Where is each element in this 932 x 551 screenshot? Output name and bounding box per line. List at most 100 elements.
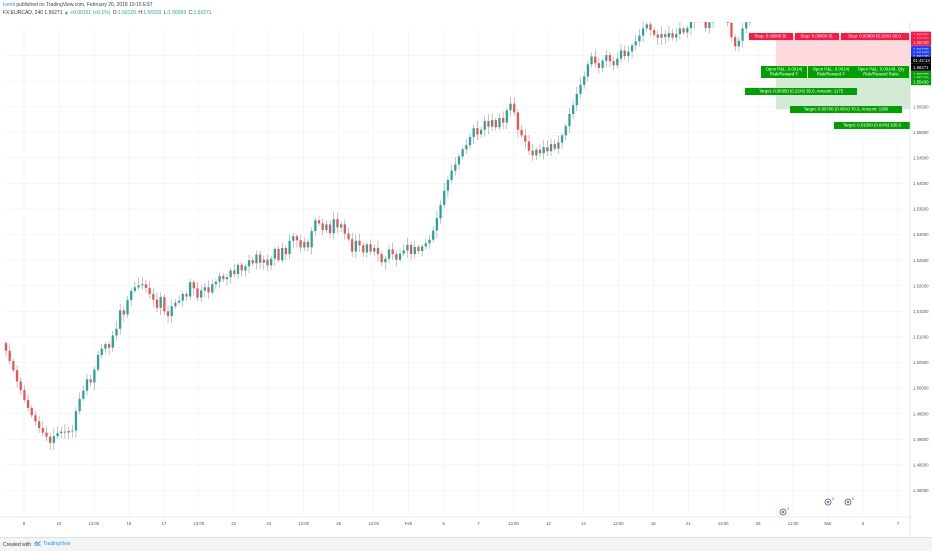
- y-tick-label: 1.48000: [913, 488, 929, 493]
- target-label-text: Target: 0.00350 (0.22%) 35.0, Amount: 11…: [759, 88, 844, 93]
- x-tick-label: 10: [57, 521, 62, 526]
- stop-zone: [776, 36, 910, 68]
- candle-body: [93, 370, 95, 383]
- candle-body: [263, 260, 265, 263]
- candle-body: [241, 265, 243, 271]
- candle-body: [75, 411, 77, 430]
- candle-body: [71, 431, 73, 432]
- candle-body: [336, 219, 338, 227]
- y-tick-label: 1.54500: [913, 155, 929, 160]
- candle-body: [90, 379, 92, 382]
- candle-body: [244, 266, 246, 270]
- candle-body: [145, 284, 147, 288]
- y-tick-label: 1.55500: [913, 104, 929, 109]
- open-value: 1.56120: [118, 10, 136, 16]
- y-tick-label: 1.55000: [913, 130, 929, 135]
- x-tick-label: 15: [126, 521, 131, 526]
- y-tick-label: 1.52500: [913, 258, 929, 263]
- x-tick-label: 13:00: [613, 521, 624, 526]
- candle-body: [601, 61, 603, 68]
- candle-body: [56, 433, 58, 436]
- candle-body: [23, 390, 25, 400]
- candle-body: [554, 144, 556, 149]
- brand-link[interactable]: TradingView: [34, 541, 71, 547]
- stop-label-text: Stop: 0.00900 (0.: [801, 33, 834, 38]
- candle-body: [340, 224, 342, 227]
- candle-body: [730, 23, 732, 37]
- price-change: +0.00151 (+0.1%): [70, 10, 110, 16]
- up-arrow-icon: ▲: [64, 10, 69, 16]
- candle-body: [97, 355, 99, 370]
- candle-body: [233, 270, 235, 274]
- candle-body: [679, 28, 681, 34]
- candle-body: [178, 301, 180, 303]
- candle-body: [16, 370, 18, 381]
- candle-body: [392, 249, 394, 254]
- candle-body: [377, 248, 379, 254]
- candle-body: [690, 22, 692, 28]
- candle-body: [31, 408, 33, 415]
- candle-body: [126, 300, 128, 314]
- candle-body: [82, 391, 84, 399]
- candle-body: [148, 288, 150, 294]
- candle-body: [414, 247, 416, 254]
- candle-body: [358, 241, 360, 246]
- candle-body: [255, 255, 257, 264]
- y-tick-label: 1.53000: [913, 232, 929, 237]
- high-value: 1.56333: [143, 10, 161, 16]
- candle-body: [137, 285, 139, 287]
- chart-area[interactable]: Stop: 0.00900 (0.Stop: 0.00900 (0.Stop: …: [0, 22, 932, 536]
- candle-body: [230, 270, 232, 277]
- candlestick-chart[interactable]: Stop: 0.00900 (0.Stop: 0.00900 (0.Stop: …: [0, 22, 932, 536]
- author-link[interactable]: Iventi: [3, 2, 15, 8]
- candle-body: [484, 121, 486, 130]
- red-price-tag-text: 1.56720: [913, 40, 929, 45]
- y-tick-label: 1.49500: [913, 411, 929, 416]
- candle-body: [204, 287, 206, 290]
- candle-body: [642, 28, 644, 35]
- x-tick-label: 13:00: [508, 521, 519, 526]
- stop-label-text: Stop: 0.00900 (0.32%) 90.0,: [848, 33, 902, 38]
- candle-body: [462, 149, 464, 156]
- x-tick-label: 26: [336, 521, 341, 526]
- x-tick-label: 22: [231, 521, 236, 526]
- candle-body: [399, 254, 401, 260]
- candle-body: [189, 282, 191, 296]
- candle-body: [539, 150, 541, 154]
- candle-body: [67, 431, 69, 433]
- candle-body: [355, 241, 357, 252]
- candle-body: [174, 303, 176, 307]
- close-value: 1.56271: [194, 10, 212, 16]
- candle-body: [281, 248, 283, 260]
- candle-body: [45, 433, 47, 437]
- candle-body: [42, 428, 44, 433]
- candle-body: [292, 236, 294, 241]
- candle-body: [344, 224, 346, 233]
- target-label-text: Target: 0.00700 (0.45%) 70.0, Amount: 13…: [804, 106, 889, 111]
- y-tick-label: 1.50500: [913, 360, 929, 365]
- candle-body: [686, 28, 688, 33]
- candle-body: [550, 144, 552, 151]
- candle-body: [362, 245, 364, 252]
- symbol-line: FX:EURCAD, 240 1.56271 ▲ +0.00151 (+0.1%…: [3, 10, 212, 16]
- candle-body: [351, 239, 353, 251]
- candle-body: [543, 147, 545, 153]
- candle-body: [565, 126, 567, 135]
- candle-body: [248, 260, 250, 266]
- candle-body: [671, 33, 673, 38]
- candle-body: [509, 104, 511, 111]
- candle-body: [112, 335, 114, 347]
- candle-body: [425, 243, 427, 246]
- candle-body: [108, 344, 110, 348]
- symbol-label[interactable]: FX:EURCAD, 240: [3, 10, 43, 16]
- current-price-tag-text: 1.56271: [913, 65, 929, 70]
- candle-body: [130, 291, 132, 300]
- candle-body: [252, 260, 254, 263]
- open-pl-label-text: Risk/Reward F: [770, 71, 799, 76]
- chart-header: Iventi published on TradingView.com, Feb…: [0, 0, 932, 22]
- y-tick-label: 1.52000: [913, 283, 929, 288]
- low-value: 1.56069: [168, 10, 186, 16]
- candle-body: [299, 240, 301, 247]
- candle-body: [616, 59, 618, 66]
- candle-body: [329, 224, 331, 233]
